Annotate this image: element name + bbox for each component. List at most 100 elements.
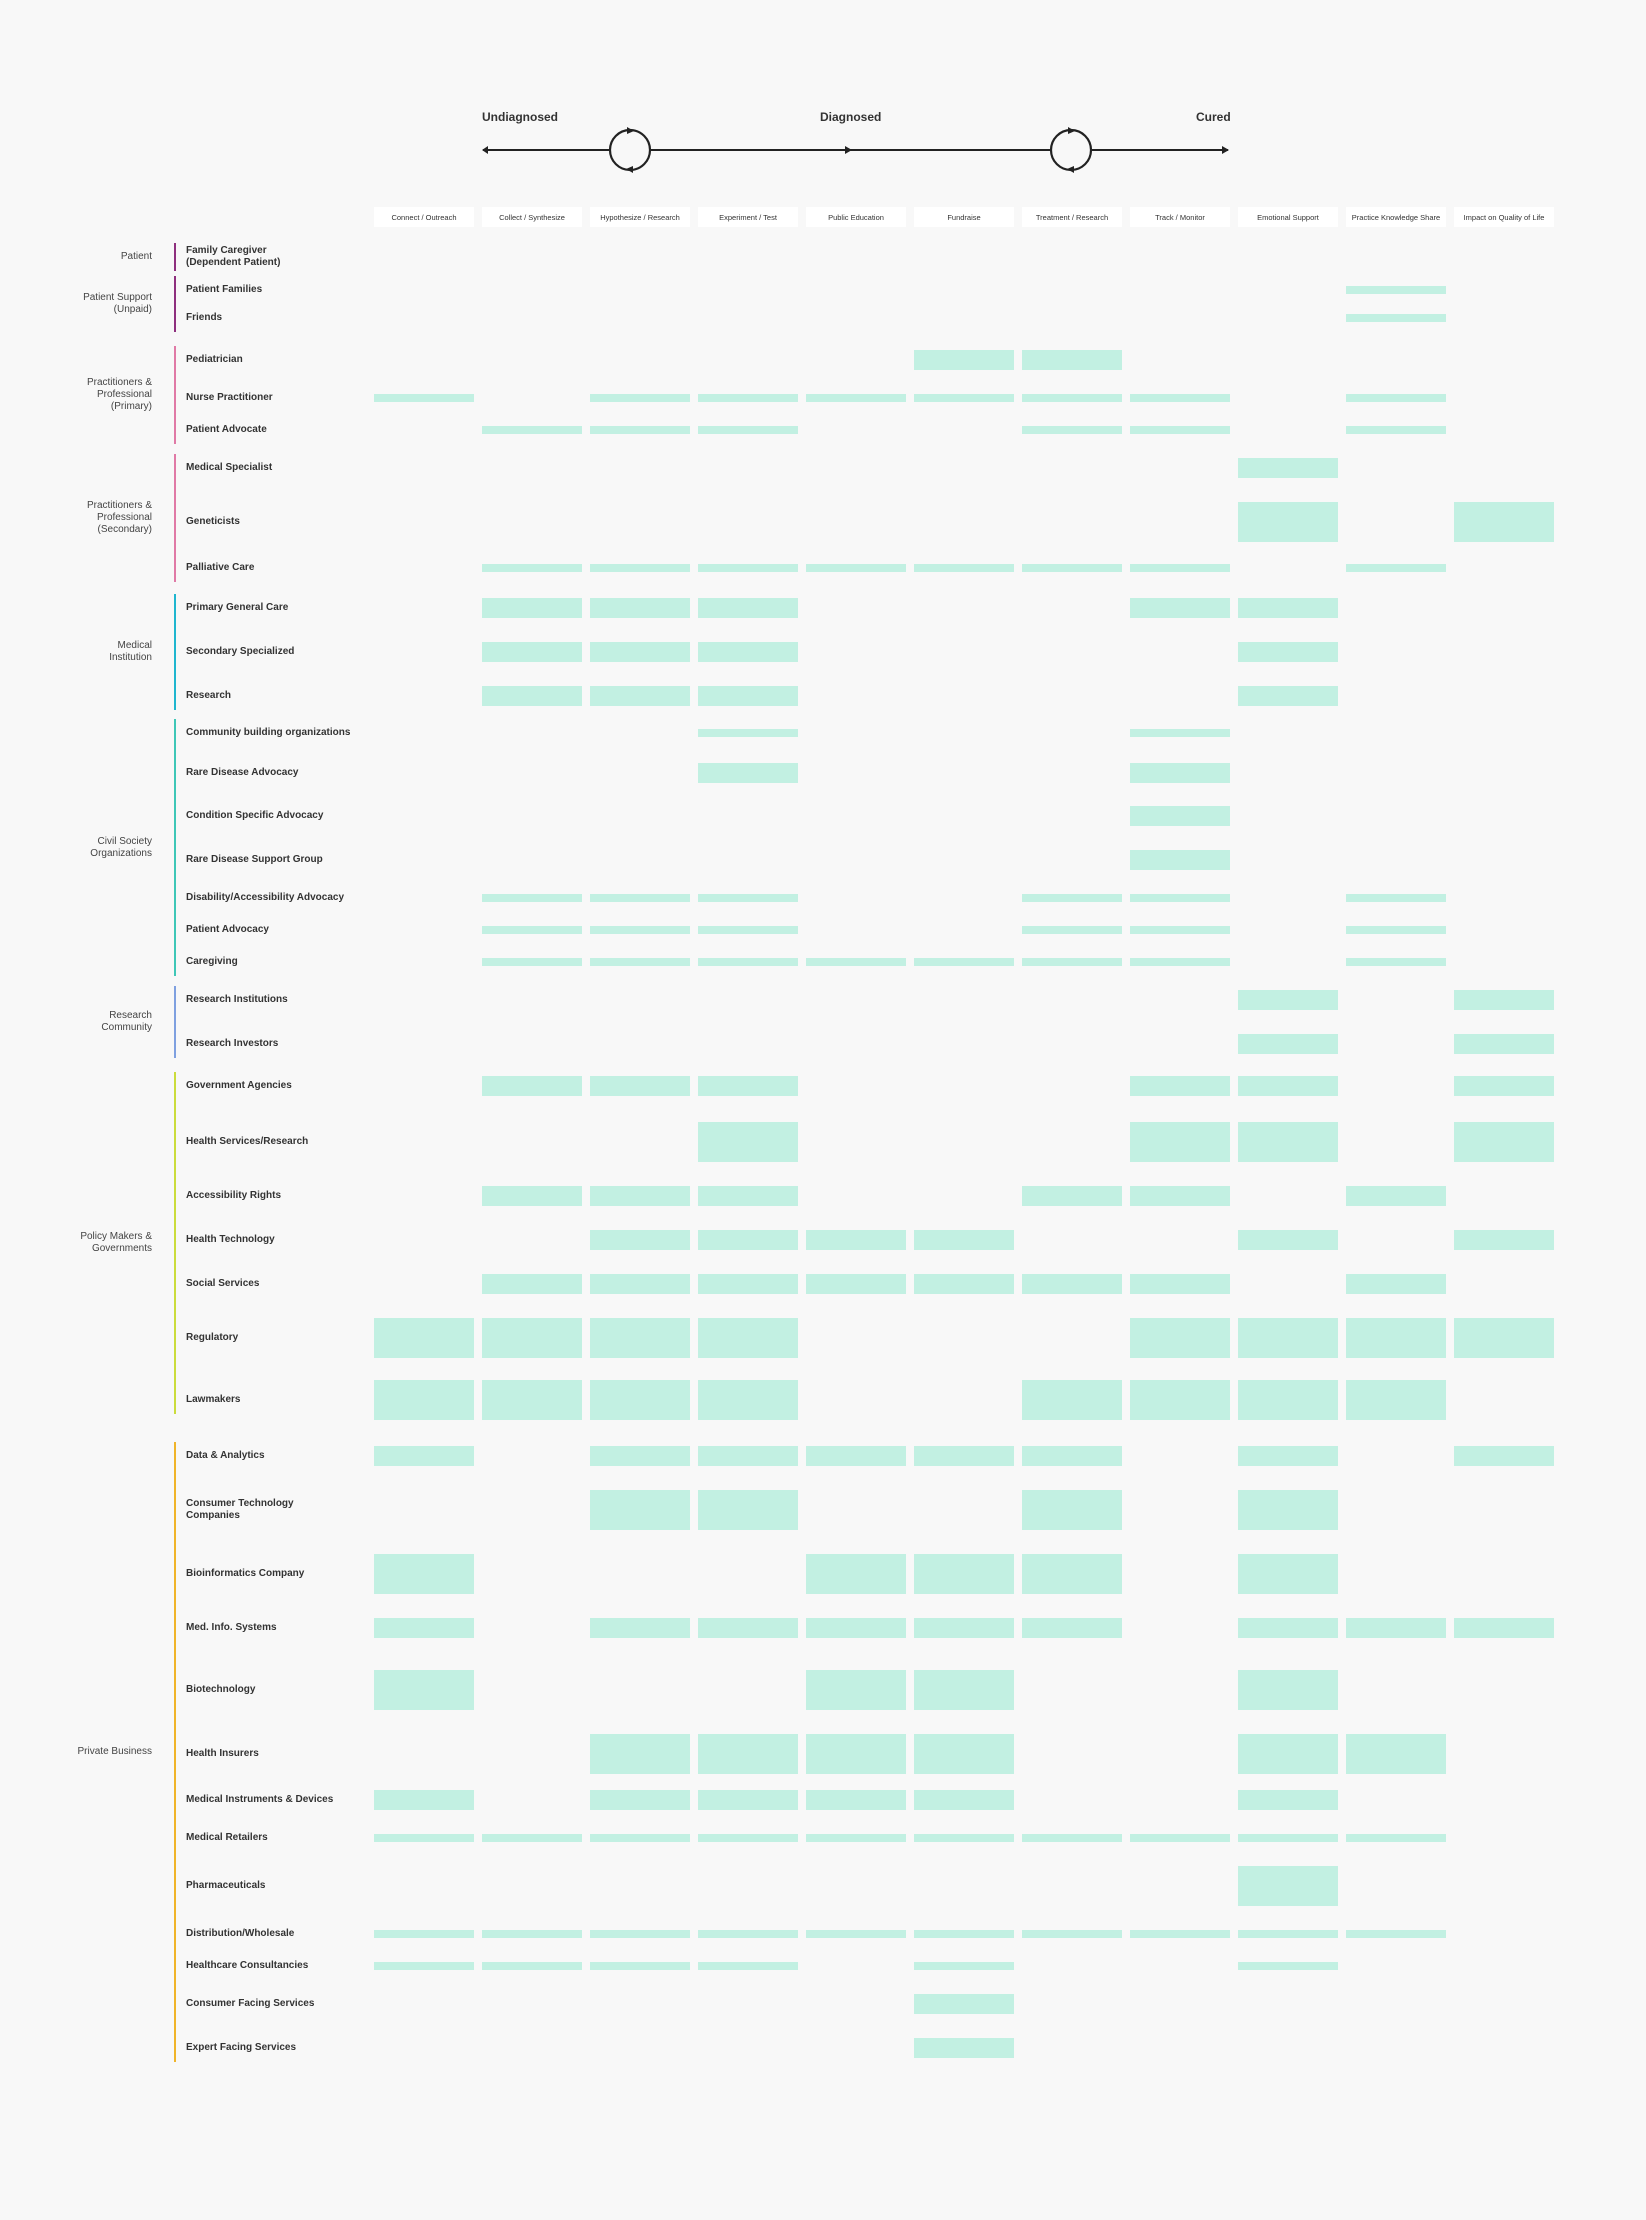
matrix-cell [590, 394, 690, 402]
matrix-cell [590, 1930, 690, 1938]
row-label: Regulatory [186, 1332, 239, 1343]
matrix-cell [590, 926, 690, 934]
matrix-cell [1346, 1618, 1446, 1638]
row-label: Data & Analytics [186, 1450, 265, 1461]
row-label: Friends [186, 312, 223, 323]
matrix-cell [590, 1318, 690, 1358]
matrix-cell [1346, 426, 1446, 434]
column-header: Emotional Support [1238, 207, 1338, 227]
matrix-cell [374, 394, 474, 402]
column-header: Public Education [806, 207, 906, 227]
matrix-cell [1238, 598, 1338, 618]
matrix-cell [590, 1076, 690, 1096]
group-label: Practitioners & Professional (Primary) [86, 377, 152, 412]
matrix-cell [914, 350, 1014, 370]
matrix-cell [1238, 686, 1338, 706]
row-label: Research [186, 690, 232, 701]
matrix-cell [482, 1076, 582, 1096]
matrix-cell [374, 1380, 474, 1420]
row-label: Patient Advocacy [186, 924, 269, 935]
matrix-cell [698, 1122, 798, 1162]
row-label: Condition Specific Advocacy [186, 810, 324, 821]
matrix-cell [1238, 1490, 1338, 1530]
matrix-cell [482, 426, 582, 434]
matrix-cell [698, 894, 798, 902]
matrix-cell [1346, 286, 1446, 294]
matrix-cell [914, 564, 1014, 572]
matrix-cell [914, 958, 1014, 966]
row-label: Distribution/Wholesale [186, 1928, 295, 1939]
matrix-cell [698, 564, 798, 572]
matrix-cell [590, 1490, 690, 1530]
group-bar [174, 986, 176, 1058]
matrix-cell [590, 564, 690, 572]
matrix-cell [1130, 806, 1230, 826]
journey-timeline [482, 127, 1229, 173]
matrix-cell [806, 1790, 906, 1810]
matrix-cell [914, 1618, 1014, 1638]
matrix-cell [1130, 763, 1230, 783]
matrix-cell [1238, 1076, 1338, 1096]
row-label: Lawmakers [186, 1394, 241, 1405]
group-bar [174, 346, 176, 444]
matrix-cell [482, 598, 582, 618]
matrix-cell [1130, 1076, 1230, 1096]
column-header: Experiment / Test [698, 207, 798, 227]
row-label: Research Institutions [186, 994, 288, 1005]
matrix-cell [590, 1834, 690, 1842]
matrix-cell [1130, 1122, 1230, 1162]
matrix-cell [806, 1554, 906, 1594]
matrix-cell [1238, 642, 1338, 662]
matrix-cell [590, 1274, 690, 1294]
row-label: Patient Families [186, 284, 263, 295]
matrix-cell [1022, 1490, 1122, 1530]
matrix-cell [590, 1790, 690, 1810]
matrix-cell [1454, 1122, 1554, 1162]
matrix-cell [806, 1670, 906, 1710]
matrix-cell [698, 1446, 798, 1466]
matrix-cell [1130, 1318, 1230, 1358]
row-label: Nurse Practitioner [186, 392, 273, 403]
row-label: Medical Instruments & Devices [186, 1794, 334, 1805]
row-label: Social Services [186, 1278, 260, 1289]
matrix-cell [1022, 1930, 1122, 1938]
row-label: Healthcare Consultancies [186, 1960, 309, 1971]
matrix-cell [590, 894, 690, 902]
matrix-cell [914, 1930, 1014, 1938]
matrix-cell [1130, 1834, 1230, 1842]
matrix-cell [374, 1554, 474, 1594]
row-label: Medical Specialist [186, 462, 273, 473]
matrix-cell [914, 1446, 1014, 1466]
matrix-cell [1238, 1618, 1338, 1638]
matrix-cell [1130, 729, 1230, 737]
matrix-cell [1022, 426, 1122, 434]
matrix-cell [1130, 850, 1230, 870]
matrix-cell [698, 926, 798, 934]
row-label: Secondary Specialized [186, 646, 295, 657]
matrix-cell [914, 394, 1014, 402]
matrix-cell [698, 1930, 798, 1938]
row-label: Biotechnology [186, 1684, 256, 1695]
row-label: Pediatrician [186, 354, 243, 365]
group-label: Policy Makers & Governments [80, 1231, 152, 1254]
matrix-cell [1022, 1186, 1122, 1206]
stage-undiagnosed: Undiagnosed [482, 110, 559, 124]
column-header: Practice Knowledge Share [1346, 207, 1446, 227]
matrix-cell [1130, 1274, 1230, 1294]
row-label: Pharmaceuticals [186, 1880, 266, 1891]
matrix-cell [1346, 1930, 1446, 1938]
column-header: Fundraise [914, 207, 1014, 227]
matrix-cell [1346, 894, 1446, 902]
row-label: Accessibility Rights [186, 1190, 282, 1201]
row-label: Med. Info. Systems [186, 1622, 277, 1633]
matrix-cell [590, 958, 690, 966]
matrix-cell [806, 394, 906, 402]
matrix-cell [1238, 1962, 1338, 1970]
column-header: Treatment / Research [1022, 207, 1122, 227]
matrix-cell [698, 763, 798, 783]
matrix-cell [1454, 1618, 1554, 1638]
right-arrow-icon [1222, 146, 1229, 154]
matrix-cell [914, 2038, 1014, 2058]
matrix-cell [1346, 1186, 1446, 1206]
matrix-cell [914, 1962, 1014, 1970]
